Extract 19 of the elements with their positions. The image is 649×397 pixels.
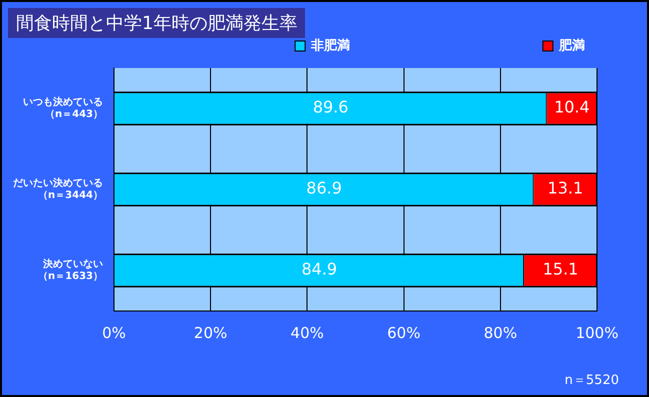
text: n＝5520 xyxy=(564,372,619,389)
x-tick-label: 80% xyxy=(484,324,518,342)
data-label: 15.1 xyxy=(542,260,578,279)
data-label: 86.9 xyxy=(306,178,342,198)
chart-title: 間食時間と中学1年時の肥満発生率 xyxy=(8,8,306,38)
x-tick-label: 60% xyxy=(387,324,420,342)
x-tick-label: 100% xyxy=(576,324,618,342)
data-label: 13.1 xyxy=(548,178,584,198)
y-tick-label: 決めていない（n＝1633） xyxy=(38,258,103,282)
data-label: 84.9 xyxy=(301,260,338,279)
data-label: 89.6 xyxy=(312,98,348,117)
legend-label: 肥満 xyxy=(558,38,585,54)
y-tick-label: だいたい決めている（n＝3444） xyxy=(13,177,103,202)
y-tick-label: いつも決めている（n＝443） xyxy=(23,96,103,120)
x-tick-label: 20% xyxy=(194,324,228,342)
x-tick-label: 40% xyxy=(290,324,324,342)
x-tick-label: 0% xyxy=(102,324,126,342)
legend-label: 非肥満 xyxy=(310,38,350,54)
data-label: 10.4 xyxy=(554,98,590,117)
